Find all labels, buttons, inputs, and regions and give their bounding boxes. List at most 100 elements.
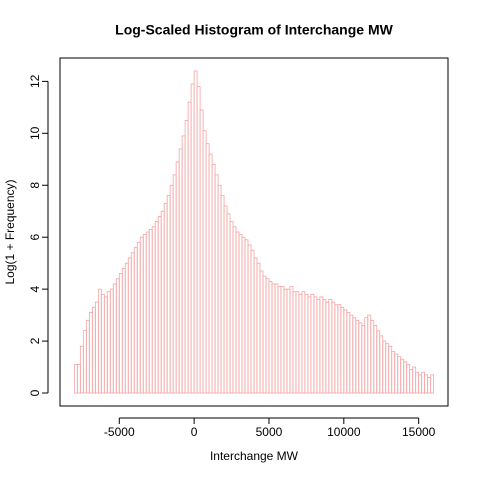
bar [175, 161, 180, 394]
bar [415, 371, 420, 394]
bar [85, 319, 90, 394]
plot-frame [59, 57, 449, 407]
y-tick-label: 12 [28, 74, 42, 88]
bar [256, 262, 261, 394]
y-tick-label: 2 [28, 337, 42, 344]
bar [157, 216, 162, 394]
bar [322, 299, 327, 394]
bar [349, 314, 354, 394]
bar [127, 257, 132, 394]
bar [193, 70, 198, 394]
bar [232, 226, 237, 394]
bar [361, 325, 366, 394]
bar [241, 236, 246, 394]
bar [271, 283, 276, 394]
bar [211, 164, 216, 394]
bar [190, 83, 195, 394]
bar [307, 296, 312, 394]
x-axis-label: Interchange MW [210, 449, 299, 463]
bar [289, 286, 294, 394]
bar [109, 288, 114, 394]
bar [409, 369, 414, 394]
bar [328, 299, 333, 394]
bar [340, 306, 345, 394]
bar [412, 366, 417, 394]
bar [214, 174, 219, 394]
bar [370, 319, 375, 394]
bar [199, 109, 204, 394]
x-tick-label: 15000 [402, 425, 436, 439]
y-tick-label: 8 [28, 182, 42, 189]
bar [304, 293, 309, 394]
bar [397, 356, 402, 394]
bar [202, 130, 207, 394]
bar [139, 236, 144, 394]
bar [223, 205, 228, 394]
bar [253, 257, 258, 394]
bar [118, 273, 123, 394]
bar [217, 184, 222, 394]
bar [88, 312, 93, 394]
bar [148, 229, 153, 394]
bar [379, 335, 384, 394]
bar [376, 330, 381, 394]
bar [343, 309, 348, 394]
bar [262, 275, 267, 394]
bar [181, 135, 186, 394]
bar [394, 353, 399, 394]
bar [100, 293, 105, 394]
bar [364, 317, 369, 394]
bar [403, 361, 408, 394]
bar [259, 270, 264, 394]
bar [292, 291, 297, 394]
bar [94, 301, 99, 394]
bar [310, 293, 315, 394]
bar [430, 374, 435, 394]
bar [82, 330, 87, 394]
bar [406, 364, 411, 394]
bar [142, 234, 147, 394]
bar [316, 299, 321, 394]
bar [160, 210, 165, 394]
bar [79, 345, 84, 394]
bar [172, 174, 177, 394]
bar [247, 244, 252, 394]
bar [355, 319, 360, 394]
bar [235, 231, 240, 394]
bar [421, 371, 426, 394]
bar [187, 101, 192, 394]
bar [169, 184, 174, 394]
bar [166, 195, 171, 394]
y-tick-label: 10 [28, 126, 42, 140]
bar [184, 119, 189, 394]
y-tick-label: 0 [28, 389, 42, 396]
y-axis-label: Log(1 + Frequency) [3, 179, 17, 284]
bar [337, 304, 342, 394]
bar [418, 374, 423, 394]
bar [373, 325, 378, 394]
bar [244, 239, 249, 394]
bar [196, 86, 201, 394]
chart-title: Log-Scaled Histogram of Interchange MW [115, 22, 393, 38]
bar [298, 293, 303, 394]
bar [286, 288, 291, 394]
bar [358, 322, 363, 394]
bar [388, 345, 393, 394]
bar [130, 252, 135, 394]
bar [76, 364, 81, 394]
bar [400, 358, 405, 394]
bar [250, 249, 255, 394]
bar [268, 280, 273, 394]
bar [280, 286, 285, 394]
bar [331, 301, 336, 394]
bar [352, 317, 357, 394]
bar [91, 306, 96, 394]
bar [367, 314, 372, 394]
bar [112, 283, 117, 394]
x-tick-label: -5000 [104, 425, 135, 439]
bar [133, 247, 138, 394]
bar [313, 296, 318, 394]
bar [334, 304, 339, 394]
bar [121, 267, 126, 394]
